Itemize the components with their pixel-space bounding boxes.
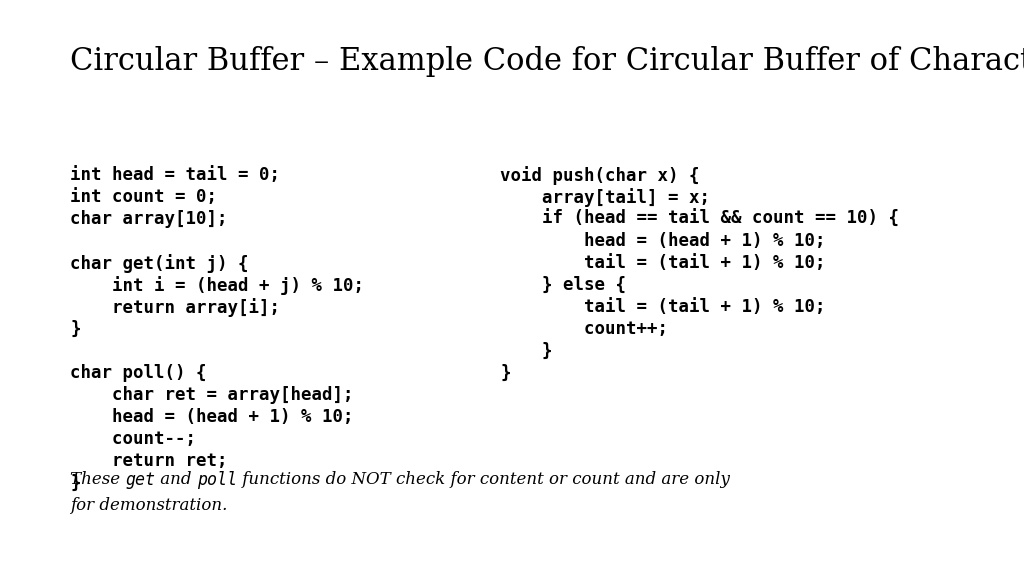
Text: int i = (head + j) % 10;: int i = (head + j) % 10;: [70, 276, 364, 295]
Text: char poll() {: char poll() {: [70, 364, 207, 382]
Text: }: }: [70, 474, 81, 492]
Text: get: get: [125, 471, 156, 489]
Text: poll: poll: [198, 471, 238, 489]
Text: for demonstration.: for demonstration.: [70, 497, 227, 514]
Text: head = (head + 1) % 10;: head = (head + 1) % 10;: [70, 408, 353, 426]
Text: Circular Buffer – Example Code for Circular Buffer of Characters: Circular Buffer – Example Code for Circu…: [70, 46, 1024, 77]
Text: and: and: [156, 471, 198, 488]
Text: }: }: [500, 364, 511, 382]
Text: functions do NOT check for content or count and are only: functions do NOT check for content or co…: [238, 471, 730, 488]
Text: tail = (tail + 1) % 10;: tail = (tail + 1) % 10;: [500, 298, 825, 316]
Text: }: }: [70, 320, 81, 338]
Text: return ret;: return ret;: [70, 452, 227, 470]
Text: These: These: [70, 471, 125, 488]
Text: } else {: } else {: [500, 276, 626, 294]
Text: }: }: [500, 342, 553, 360]
Text: char ret = array[head];: char ret = array[head];: [70, 386, 353, 404]
Text: head = (head + 1) % 10;: head = (head + 1) % 10;: [500, 232, 825, 250]
Text: array[tail] = x;: array[tail] = x;: [500, 188, 710, 207]
Text: if (head == tail && count == 10) {: if (head == tail && count == 10) {: [500, 210, 899, 228]
Text: char array[10];: char array[10];: [70, 210, 227, 228]
Text: char get(int j) {: char get(int j) {: [70, 254, 249, 273]
Text: return array[i];: return array[i];: [70, 298, 280, 317]
Text: void push(char x) {: void push(char x) {: [500, 166, 699, 185]
Text: tail = (tail + 1) % 10;: tail = (tail + 1) % 10;: [500, 254, 825, 272]
Text: count++;: count++;: [500, 320, 668, 338]
Text: int head = tail = 0;: int head = tail = 0;: [70, 166, 280, 184]
Text: int count = 0;: int count = 0;: [70, 188, 217, 206]
Text: count--;: count--;: [70, 430, 196, 448]
